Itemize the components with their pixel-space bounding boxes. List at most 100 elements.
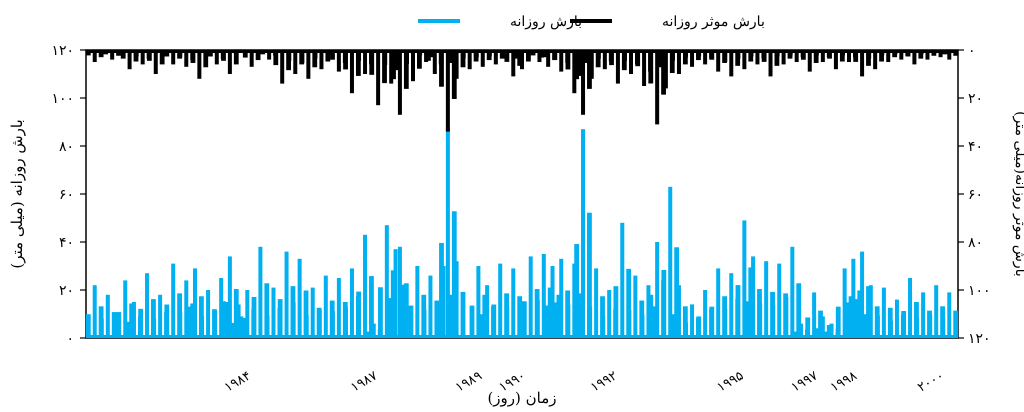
y-right-tick-label: ۱۰۰	[968, 283, 991, 299]
daily-rain-bar	[674, 247, 680, 338]
daily-rain-bar	[384, 225, 389, 338]
daily-rain-bar	[587, 212, 592, 338]
effective-rain-bar	[445, 50, 450, 132]
daily-rain-bar	[777, 263, 782, 338]
y-left-tick-label: ۱۰۰	[51, 91, 74, 107]
effective-rain-bar	[794, 50, 799, 62]
daily-rain-bar	[190, 303, 196, 338]
effective-rain-bar	[722, 50, 728, 62]
effective-rain-bar	[146, 50, 152, 61]
effective-rain-bar	[363, 50, 368, 74]
daily-rain-bar	[476, 266, 481, 338]
daily-rain-bar	[258, 246, 263, 338]
y-left-tick-label: ۲۰	[59, 283, 74, 299]
daily-rain-bar	[947, 292, 952, 338]
daily-rain-series	[85, 126, 959, 338]
daily-rain-bar	[221, 301, 226, 338]
daily-rain-bar	[792, 331, 798, 338]
daily-rain-bar	[862, 314, 867, 338]
daily-rain-bar	[607, 290, 612, 338]
daily-rain-bar	[826, 325, 832, 338]
daily-rain-bar	[111, 312, 117, 338]
effective-rain-bar	[177, 50, 183, 58]
effective-rain-bar	[432, 50, 437, 74]
daily-rain-bar	[363, 234, 368, 338]
effective-rain-bar	[439, 50, 444, 87]
daily-rain-bar	[783, 296, 789, 338]
daily-rain-bar	[454, 261, 459, 338]
effective-rain-bar	[92, 50, 97, 62]
daily-rain-bar	[277, 299, 283, 338]
daily-rain-bar	[428, 275, 433, 338]
effective-rain-bar	[774, 50, 780, 57]
effective-rain-bar	[517, 50, 523, 66]
daily-rain-bar	[709, 306, 715, 338]
daily-rain-bar	[447, 303, 453, 338]
daily-rain-bar	[894, 299, 899, 338]
effective-rain-bar	[267, 50, 272, 60]
effective-rain-bar	[670, 50, 675, 61]
daily-rain-bar	[901, 311, 907, 338]
daily-rain-bar	[482, 294, 488, 338]
effective-rain-bar	[543, 50, 549, 58]
daily-rain-bar	[683, 322, 689, 338]
effective-rain-bar	[336, 50, 341, 72]
effective-rain-bar	[742, 50, 747, 70]
effective-rain-bar	[286, 50, 292, 61]
daily-rain-bar	[92, 285, 97, 338]
effective-rain-bar	[382, 50, 387, 84]
effective-rain-baseline	[86, 50, 958, 53]
effective-rain-bar	[683, 50, 689, 58]
daily-rain-bar	[421, 309, 427, 338]
effective-rain-bar	[781, 50, 786, 65]
effective-rain-bar	[655, 50, 660, 125]
effective-rain-bar	[873, 50, 878, 70]
effective-rain-bar	[355, 50, 361, 76]
daily-rain-bar	[271, 287, 276, 338]
daily-rain-bar	[881, 287, 886, 338]
effective-rain-bar	[755, 50, 760, 65]
effective-rain-bar	[587, 50, 592, 89]
daily-rain-bar	[310, 287, 315, 338]
daily-rain-bar	[547, 287, 553, 338]
legend: بارش روزانه بارش موثر روزانه	[418, 14, 765, 30]
daily-rain-bar	[848, 296, 854, 338]
daily-rain-bar	[511, 268, 516, 338]
daily-rain-bar	[369, 276, 374, 338]
daily-rain-bar	[934, 285, 939, 338]
effective-rain-bar	[447, 50, 453, 63]
effective-rain-bar	[190, 50, 196, 63]
effective-rain-bar	[813, 50, 819, 63]
daily-rain-bar	[587, 306, 593, 338]
effective-rain-bar	[233, 50, 239, 65]
daily-rain-bar	[415, 266, 420, 338]
daily-rain-bar	[343, 306, 348, 338]
effective-rain-bar	[511, 50, 516, 77]
daily-rain-bar	[242, 317, 248, 338]
daily-rain-bar	[408, 305, 414, 338]
effective-rain-bar	[376, 50, 381, 106]
daily-rain-bar	[85, 314, 91, 338]
daily-rain-bar	[251, 296, 257, 338]
effective-rain-bar	[411, 50, 415, 82]
x-year-label: ۱۹۹۵	[715, 368, 747, 395]
effective-rain-bar	[227, 50, 232, 74]
daily-rain-bar	[594, 268, 599, 338]
effective-rain-bar	[426, 50, 431, 61]
daily-rain-bar	[722, 308, 728, 338]
daily-rain-bar	[953, 310, 959, 338]
effective-rain-bar	[748, 50, 754, 57]
effective-rain-bar	[735, 50, 741, 59]
effective-rain-bar	[886, 50, 891, 62]
effective-rain-bar	[430, 50, 435, 58]
daily-rain-bar	[835, 306, 841, 338]
effective-rain-bar	[853, 50, 859, 62]
effective-rain-bar	[203, 50, 209, 68]
effective-rain-bar	[451, 50, 457, 99]
daily-rain-bar	[857, 290, 863, 338]
effective-rain-bar	[395, 50, 400, 71]
y-left-tick-label: ۱۲۰	[51, 43, 74, 59]
effective-rain-bar	[716, 50, 721, 72]
effective-rain-bar	[293, 50, 298, 74]
daily-rain-bar	[559, 258, 564, 338]
